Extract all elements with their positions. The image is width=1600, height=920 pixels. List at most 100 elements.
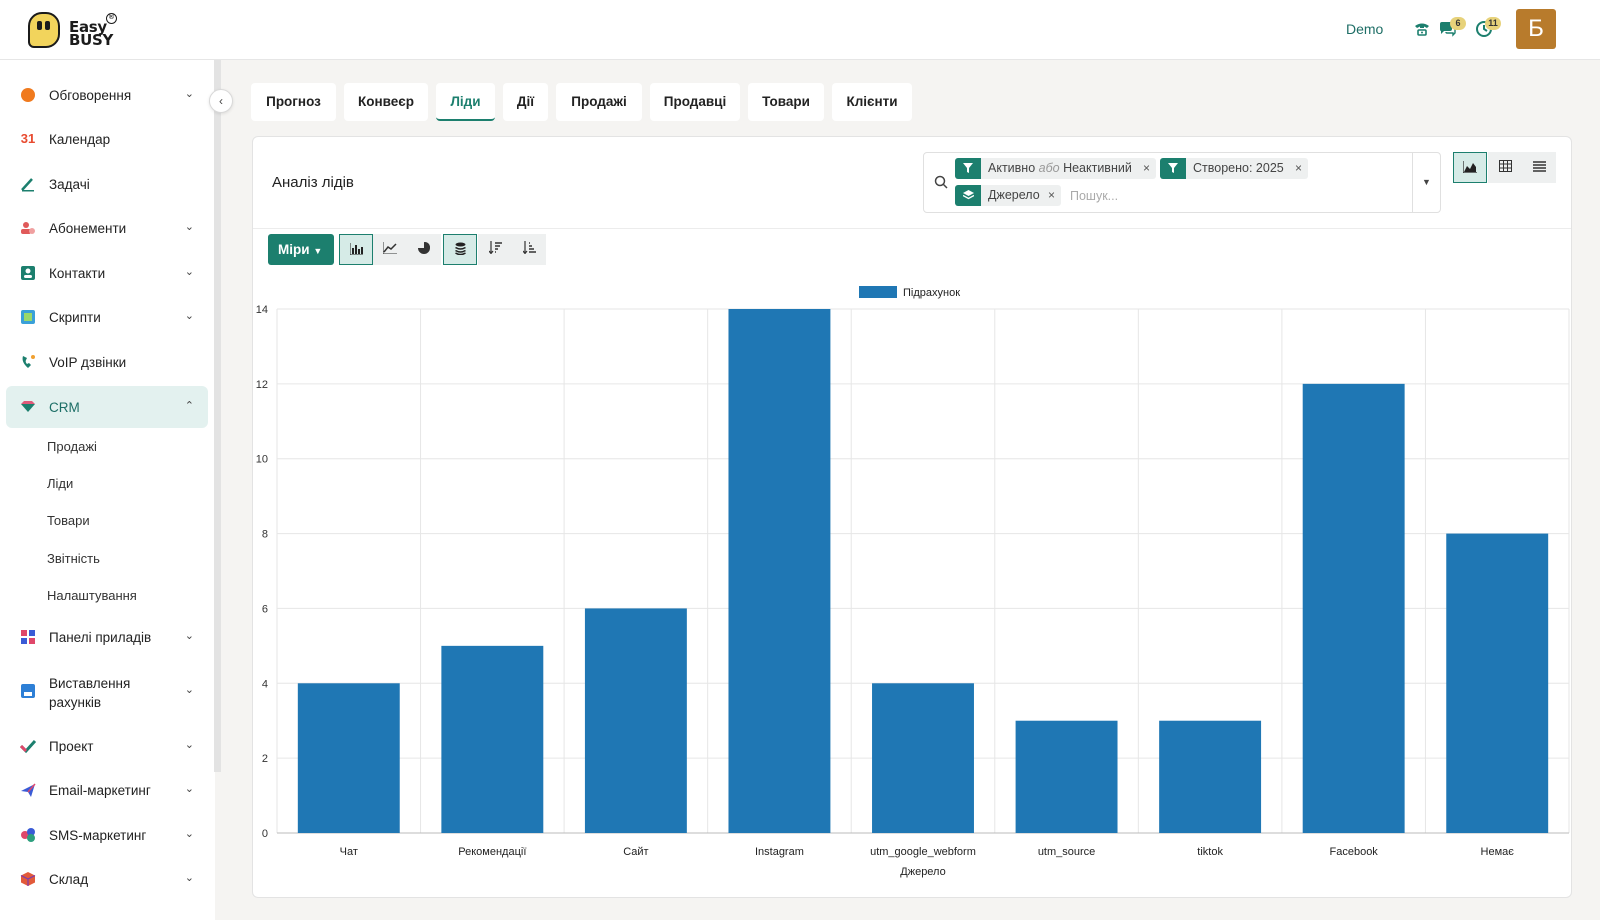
chevron-down-icon: ⌄ xyxy=(184,266,194,278)
x-tick-label: Немає xyxy=(1481,846,1515,858)
sidebar-item-email-marketing[interactable]: Email-маркетинг ⌄ xyxy=(6,769,208,811)
y-tick-label: 2 xyxy=(262,753,268,765)
tab-activities[interactable]: Дії xyxy=(503,83,548,121)
search-options-toggle[interactable]: ▼ xyxy=(1412,153,1440,212)
chevron-down-icon: ⌄ xyxy=(184,828,194,840)
pivot-view-button[interactable] xyxy=(1488,152,1522,183)
x-tick-label: Instagram xyxy=(755,846,804,858)
line-chart-button[interactable] xyxy=(373,234,407,265)
sidebar-item-invoicing[interactable]: Виставлення рахунків ⌄ xyxy=(6,663,208,719)
demo-database-label[interactable]: Demo xyxy=(1346,21,1384,37)
subscriptions-icon xyxy=(20,220,36,236)
sidebar-item-label: CRM xyxy=(49,400,80,415)
tasks-icon xyxy=(20,176,36,192)
chat-icon[interactable]: 6 xyxy=(1438,17,1466,43)
sidebar-scrollbar[interactable] xyxy=(214,60,221,772)
tab-pipeline[interactable]: Конвеєр xyxy=(344,83,428,121)
stacked-button[interactable] xyxy=(443,234,477,265)
sidebar-item-discuss[interactable]: Обговорення ⌄ xyxy=(6,74,208,116)
sidebar-item-inventory[interactable]: Склад ⌄ xyxy=(6,858,208,900)
activity-clock-icon[interactable]: 11 xyxy=(1475,17,1501,43)
chevron-down-icon: ⌄ xyxy=(184,783,194,795)
sort-ascending-button[interactable] xyxy=(512,234,546,265)
measures-dropdown-button[interactable]: Міри ▼ xyxy=(268,234,334,265)
crm-sub-settings[interactable]: Налаштування xyxy=(47,588,137,603)
facet-status: Активно або Неактивний × xyxy=(955,158,1156,179)
x-tick-label: Сайт xyxy=(623,846,648,858)
measures-label: Міри xyxy=(278,242,310,257)
logo-text: Easy BUSY xyxy=(69,18,114,49)
sms-marketing-icon xyxy=(20,827,36,843)
phone-icon[interactable] xyxy=(1413,20,1431,43)
remove-facet-icon[interactable]: × xyxy=(1142,161,1150,175)
crm-sub-leads[interactable]: Ліди xyxy=(47,476,74,491)
x-tick-label: Рекомендації xyxy=(458,846,526,858)
sidebar-item-tasks[interactable]: Задачі xyxy=(6,163,208,205)
remove-facet-icon[interactable]: × xyxy=(1047,188,1055,202)
sidebar-item-label: Email-маркетинг xyxy=(49,783,151,798)
sidebar-item-voip[interactable]: VoIP дзвінки xyxy=(6,341,208,383)
sidebar-item-label: Склад xyxy=(49,872,89,887)
tab-forecast[interactable]: Прогноз xyxy=(251,83,336,121)
tab-products[interactable]: Товари xyxy=(748,83,824,121)
sidebar-item-label: Абонементи xyxy=(49,221,127,236)
tab-sales[interactable]: Продажі xyxy=(556,83,642,121)
y-tick-label: 12 xyxy=(256,379,268,391)
sidebar-item-dashboards[interactable]: Панелі приладів ⌄ xyxy=(6,616,208,658)
facet-status-value-a: Активно xyxy=(988,161,1036,175)
filter-icon xyxy=(1160,158,1186,179)
tab-leads[interactable]: Ліди xyxy=(436,83,495,121)
bar-chart-button[interactable] xyxy=(339,234,373,265)
user-avatar[interactable]: Б xyxy=(1516,9,1556,49)
legend-swatch xyxy=(859,286,897,298)
sidebar-item-crm[interactable]: CRM ⌃ xyxy=(6,386,208,428)
crm-sub-products[interactable]: Товари xyxy=(47,513,90,528)
sidebar-item-scripts[interactable]: Скрипти ⌄ xyxy=(6,296,208,338)
project-icon xyxy=(19,738,37,754)
sidebar-item-label: Проект xyxy=(49,739,94,754)
bar-5 xyxy=(1015,720,1118,833)
sidebar-item-label: Обговорення xyxy=(49,88,132,103)
pie-chart-button[interactable] xyxy=(407,234,441,265)
y-tick-label: 10 xyxy=(256,454,268,466)
sidebar-item-sms-marketing[interactable]: SMS-маркетинг ⌄ xyxy=(6,814,208,856)
tab-salespeople[interactable]: Продавці xyxy=(650,83,740,121)
layers-icon xyxy=(955,185,981,206)
bar-6 xyxy=(1159,720,1262,833)
sidebar-item-project[interactable]: Проект ⌄ xyxy=(6,725,208,767)
search-panel: Активно або Неактивний × Створено: 2025 … xyxy=(923,152,1441,213)
sidebar-item-subscriptions[interactable]: Абонементи ⌄ xyxy=(6,207,208,249)
y-tick-label: 8 xyxy=(262,529,268,541)
list-view-button[interactable] xyxy=(1522,152,1556,183)
sidebar-item-contacts[interactable]: Контакти ⌄ xyxy=(6,252,208,294)
graph-view-button[interactable] xyxy=(1453,152,1487,183)
logo-mark-icon xyxy=(28,12,60,48)
chevron-down-icon: ⌄ xyxy=(184,310,194,322)
sort-descending-button[interactable] xyxy=(478,234,512,265)
bar-1 xyxy=(441,645,544,833)
bar-0 xyxy=(297,683,400,833)
page-title: Аналіз лідів xyxy=(272,174,354,191)
leads-bar-chart: 0 2 4 6 8 10 12 14 Чат Рекомендації Сайт Instagram u… xyxy=(256,286,1570,878)
scripts-icon xyxy=(20,309,36,325)
voip-icon xyxy=(20,354,36,370)
collapse-sidebar-button[interactable]: ‹ xyxy=(209,89,233,113)
bar-2 xyxy=(584,608,687,833)
tab-customers[interactable]: Клієнти xyxy=(832,83,912,121)
logo-line1: Easy xyxy=(69,18,107,36)
chevron-down-icon: ⌄ xyxy=(184,221,194,233)
search-input[interactable] xyxy=(1070,186,1390,206)
legend-label: Підрахунок xyxy=(903,287,960,299)
calendar-icon: 31 xyxy=(20,131,36,146)
easybusy-logo[interactable]: Easy BUSY ® xyxy=(28,10,138,52)
search-icon xyxy=(934,175,948,189)
sidebar-item-calendar[interactable]: 31 Календар xyxy=(6,118,208,160)
crm-sub-sales[interactable]: Продажі xyxy=(47,439,97,454)
crm-sub-reporting[interactable]: Звітність xyxy=(47,551,100,566)
logo-line2: BUSY xyxy=(69,31,114,49)
remove-facet-icon[interactable]: × xyxy=(1294,161,1302,175)
header-divider xyxy=(253,228,1571,229)
x-tick-label: tiktok xyxy=(1197,846,1223,858)
facet-or: або xyxy=(1038,161,1060,175)
sidebar: Обговорення ⌄ 31 Календар Задачі Абонеме… xyxy=(0,60,215,920)
